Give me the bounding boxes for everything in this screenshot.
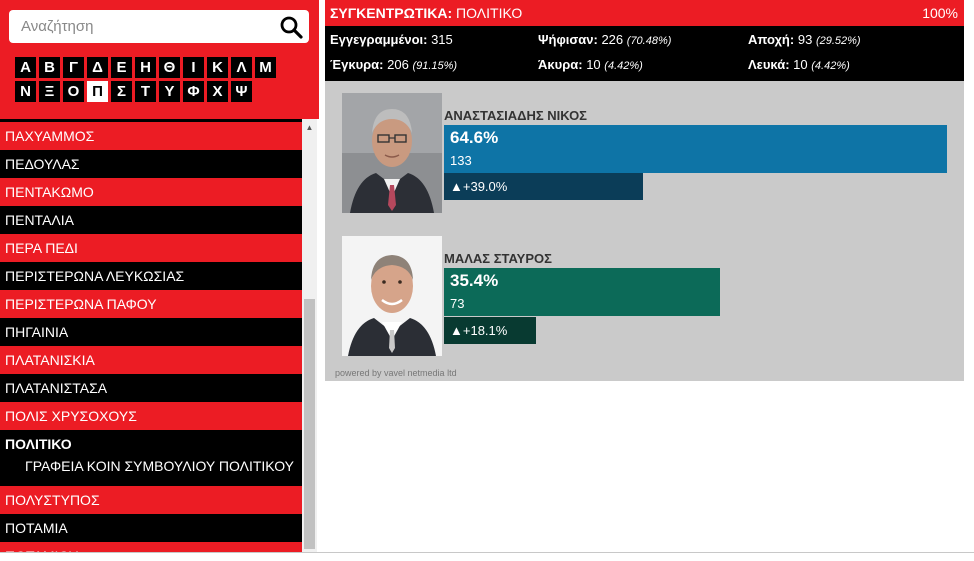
alphabet-letter[interactable]: Υ <box>159 81 180 102</box>
village-item[interactable]: ΠΟΤΑΜΙΑ <box>0 514 302 542</box>
polling-station-item[interactable]: ΓΡΑΦΕΙΑ ΚΟΙΝ ΣΥΜΒΟΥΛΙΟΥ ΠΟΛΙΤΙΚΟΥ <box>25 458 294 474</box>
village-list-scrollbar[interactable]: ▲ <box>302 119 317 552</box>
stat-registered: Εγγεγραμμένοι: 315 <box>330 32 453 47</box>
search-box <box>9 10 309 43</box>
counted-percent: 100% <box>922 5 958 21</box>
alphabet-letter[interactable]: Β <box>39 57 60 78</box>
village-item[interactable]: ΠΕΡΙΣΤΕΡΩΝΑ ΠΑΦΟΥ <box>0 290 302 318</box>
turnout-stats: Εγγεγραμμένοι: 315 Ψήφισαν: 226 (70.48%)… <box>325 26 964 81</box>
candidate-card: ΑΝΑΣΤΑΣΙΑΔΗΣ ΝΙΚΟΣ 64.6% 133 ▲+39.0% <box>342 93 962 213</box>
alphabet-letter[interactable]: Μ <box>255 57 276 78</box>
candidate-votes: 73 <box>450 296 465 311</box>
selected-place: ΠΟΛΙΤΙΚΟ <box>456 5 523 21</box>
candidate-votes: 133 <box>450 153 472 168</box>
alphabet-letter[interactable]: Κ <box>207 57 228 78</box>
stat-valid: Έγκυρα: 206 (91.15%) <box>330 57 458 72</box>
alphabet-letter[interactable]: Ψ <box>231 81 252 102</box>
candidate-card: ΜΑΛΑΣ ΣΤΑΥΡΟΣ 35.4% 73 ▲+18.1% <box>342 236 962 356</box>
alphabet-letter[interactable]: Ξ <box>39 81 60 102</box>
village-item[interactable]: ΠΕΝΤΑΚΩΜΟ <box>0 178 302 206</box>
alphabet-letter[interactable]: Φ <box>183 81 204 102</box>
alphabet-letter[interactable]: Ε <box>111 57 132 78</box>
alphabet-letter[interactable]: Π <box>87 81 108 102</box>
alphabet-letter[interactable]: Α <box>15 57 36 78</box>
sidebar-divider <box>0 119 302 122</box>
village-item[interactable]: ΠΕΡΑ ΠΕΔΙ <box>0 234 302 262</box>
stat-voted: Ψήφισαν: 226 (70.48%) <box>538 32 672 47</box>
stat-blank: Λευκά: 10 (4.42%) <box>748 57 850 72</box>
candidate-vote-bar: 35.4% 73 <box>444 268 720 316</box>
candidate-vote-bar: 64.6% 133 <box>444 125 947 173</box>
village-item[interactable]: ΠΟΛΙΣ ΧΡΥΣΟΧΟΥΣ <box>0 402 302 430</box>
search-input[interactable] <box>9 10 277 43</box>
village-item[interactable]: ΠΑΧΥΑΜΜΟΣ <box>0 122 302 150</box>
bottom-divider <box>0 552 974 553</box>
results-header: ΣΥΓΚΕΝΤΡΩΤΙΚΑ: ΠΟΛΙΤΙΚΟ 100% <box>325 0 964 26</box>
village-list: ΠΑΧΥΑΜΜΟΣ ΠΕΔΟΥΛΑΣ ΠΕΝΤΑΚΩΜΟ ΠΕΝΤΑΛΙΑ ΠΕΡΑ Π… <box>0 122 302 552</box>
candidate-photo <box>342 93 442 213</box>
alphabet-letter[interactable]: Θ <box>159 57 180 78</box>
alphabet-letter[interactable]: Τ <box>135 81 156 102</box>
stat-invalid: Άκυρα: 10 (4.42%) <box>538 57 643 72</box>
credit-text: powered by vavel netmedia ltd <box>335 368 457 378</box>
village-item[interactable]: ΠΕΡΙΣΤΕΡΩΝΑ ΛΕΥΚΩΣΙΑΣ <box>0 262 302 290</box>
alphabet-letter[interactable]: Ι <box>183 57 204 78</box>
alphabet-letter[interactable]: Ν <box>15 81 36 102</box>
candidate-photo <box>342 236 442 356</box>
village-item[interactable]: ΠΕΝΤΑΛΙΑ <box>0 206 302 234</box>
candidate-name: ΑΝΑΣΤΑΣΙΑΔΗΣ ΝΙΚΟΣ <box>444 108 587 123</box>
village-item[interactable]: ΠΛΑΤΑΝΙΣΚΙΑ <box>0 346 302 374</box>
alphabet-letter[interactable]: Χ <box>207 81 228 102</box>
results-panel: ΣΥΓΚΕΝΤΡΩΤΙΚΑ: ΠΟΛΙΤΙΚΟ 100% Εγγεγραμμέν… <box>325 0 964 381</box>
scroll-thumb[interactable] <box>304 299 315 549</box>
alphabet-letter[interactable]: Δ <box>87 57 108 78</box>
alphabet-letter[interactable]: Λ <box>231 57 252 78</box>
village-item[interactable]: ΠΛΑΤΑΝΙΣΤΑΣΑ <box>0 374 302 402</box>
village-item[interactable]: ΠΟΛΙΤΙΚΟ ΓΡΑΦΕΙΑ ΚΟΙΝ ΣΥΜΒΟΥΛΙΟΥ ΠΟΛΙΤΙΚΟ… <box>0 430 302 486</box>
summary-label: ΣΥΓΚΕΝΤΡΩΤΙΚΑ: <box>330 5 453 21</box>
village-item[interactable]: ΠΟΛΥΣΤΥΠΟΣ <box>0 486 302 514</box>
alphabet-letter[interactable]: Η <box>135 57 156 78</box>
candidate-percent: 35.4% <box>450 271 499 290</box>
stat-abstain: Αποχή: 93 (29.52%) <box>748 32 861 47</box>
alphabet-letter[interactable]: Γ <box>63 57 84 78</box>
candidate-change-bar: ▲+18.1% <box>444 317 536 344</box>
alphabet-letter[interactable]: Ο <box>63 81 84 102</box>
village-item[interactable]: ΠΕΔΟΥΛΑΣ <box>0 150 302 178</box>
candidate-percent: 64.6% <box>450 128 499 147</box>
search-icon[interactable] <box>279 15 303 39</box>
village-item[interactable]: ΠΗΓΑΙΝΙΑ <box>0 318 302 346</box>
village-item[interactable]: ΠΟΤΑΜΙΟΥ <box>0 542 302 552</box>
candidate-name: ΜΑΛΑΣ ΣΤΑΥΡΟΣ <box>444 251 552 266</box>
candidate-change-bar: ▲+39.0% <box>444 173 643 200</box>
alphabet-letter[interactable]: Σ <box>111 81 132 102</box>
village-name: ΠΟΛΙΤΙΚΟ <box>5 436 72 452</box>
scroll-up-arrow-icon[interactable]: ▲ <box>305 123 314 132</box>
